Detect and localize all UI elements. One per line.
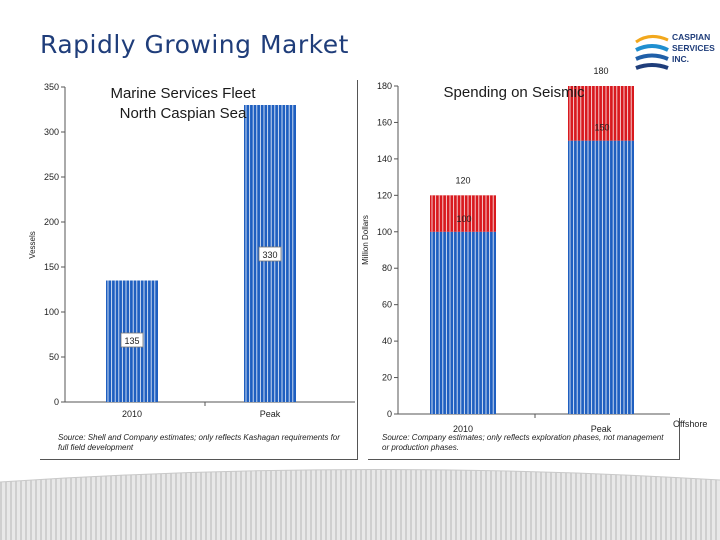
seismic-total-label: 120 [455,175,470,185]
seismic-y-tick-label: 20 [382,373,392,383]
seismic-bar-2010-segment-1 [430,195,496,232]
fleet-chart-title-line1: Marine Services Fleet [110,85,256,102]
fleet-chart-title-line2: North Caspian Sea [120,105,247,122]
fleet-y-tick-label: 300 [44,127,59,137]
fleet-data-label: 135 [124,336,139,346]
fleet-y-tick-label: 0 [54,397,59,407]
seismic-bar-2010-segment-0 [430,231,496,414]
seismic-y-tick-label: 60 [382,300,392,310]
seismic-chart-title: Spending on Seismic [444,84,585,101]
seismic-y-tick-label: 100 [377,227,392,237]
seismic-y-tick-label: 40 [382,336,392,346]
fleet-x-label: Peak [260,409,281,419]
fleet-data-label-box [258,246,282,262]
fleet-y-tick-label: 150 [44,262,59,272]
fleet-y-tick-label: 50 [49,352,59,362]
seismic-y-tick-label: 140 [377,154,392,164]
seismic-x-label: 2010 [453,424,473,434]
logo-line-2: SERVICES [672,43,715,53]
fleet-y-tick-label: 250 [44,172,59,182]
seismic-y-tick-label: 0 [387,409,392,419]
legend-offshore: Offshore [673,419,708,429]
seismic-inner-label: 150 [594,123,609,133]
seismic-bar-Peak-segment-1 [568,86,634,141]
slide-title: Rapidly Growing Market [40,30,349,59]
decorative-band [0,468,720,540]
logo-line-1: CASPIAN [672,32,711,42]
seismic-y-axis-label: Million Dollars [361,215,370,265]
seismic-y-tick-label: 80 [382,263,392,273]
logo-line-3: INC. [672,54,689,64]
fleet-y-tick-label: 350 [44,82,59,92]
fleet-data-label-box [120,332,144,348]
fleet-data-label: 330 [262,250,277,260]
fleet-source-note: Source: Shell and Company estimates; onl… [58,433,340,452]
seismic-bar-Peak-segment-0 [568,140,634,414]
seismic-x-label: Peak [591,424,612,434]
seismic-inner-label: 100 [456,214,471,224]
seismic-source-note: Source: Company estimates; only reflects… [382,433,664,452]
seismic-y-tick-label: 180 [377,81,392,91]
fleet-y-tick-label: 100 [44,307,59,317]
fleet-x-label: 2010 [122,409,142,419]
fleet-y-axis-label: Vessels [28,231,37,259]
company-logo [634,31,670,75]
seismic-y-tick-label: 160 [377,117,392,127]
fleet-y-tick-label: 200 [44,217,59,227]
seismic-total-label: 180 [593,66,608,76]
seismic-y-tick-label: 120 [377,190,392,200]
